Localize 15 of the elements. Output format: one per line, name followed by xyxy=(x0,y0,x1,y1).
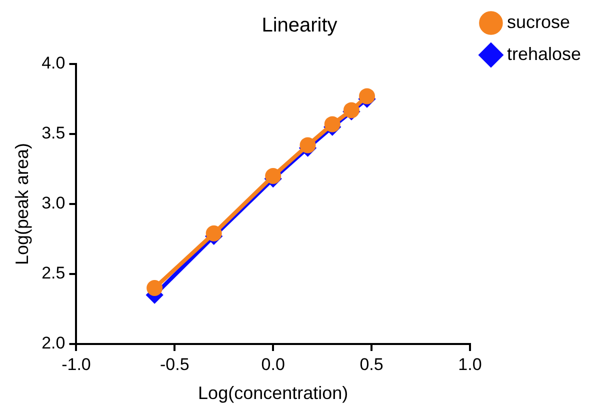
x-axis-title: Log(concentration) xyxy=(198,383,348,404)
y-axis-title: Log(peak area) xyxy=(12,142,32,266)
x-tick-label: -0.5 xyxy=(160,354,190,374)
x-tick-label: 1.0 xyxy=(458,354,482,374)
chart-title: Linearity xyxy=(262,14,338,37)
legend-label: trehalose xyxy=(506,44,582,64)
y-tick-label: 3.0 xyxy=(42,194,66,213)
legend-label: sucrose xyxy=(506,12,570,32)
x-tick-label: -1.0 xyxy=(62,354,91,374)
y-tick-label: 3.5 xyxy=(42,124,66,143)
y-tick-label: 2.0 xyxy=(42,334,66,353)
y-tick-label: 4.0 xyxy=(42,54,66,73)
y-tick-label: 2.5 xyxy=(42,264,66,283)
x-tick-label: 0.5 xyxy=(360,354,384,374)
x-tick-label: 0.0 xyxy=(261,354,285,374)
